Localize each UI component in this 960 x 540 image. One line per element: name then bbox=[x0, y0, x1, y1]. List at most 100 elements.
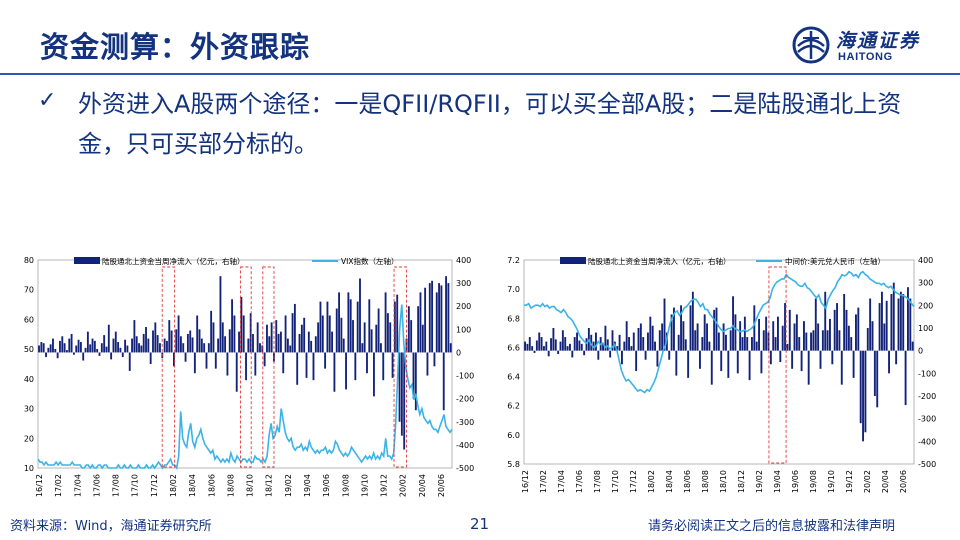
bar-60 bbox=[177, 315, 180, 353]
bar-123 bbox=[814, 298, 817, 351]
bar-124 bbox=[326, 301, 329, 353]
right-axis-tick-0: 400 bbox=[456, 256, 471, 265]
bar-159 bbox=[899, 291, 902, 351]
bar-149 bbox=[384, 292, 387, 353]
bar-126 bbox=[331, 331, 334, 353]
footer-disclaimer: 请务必阅读正文之后的信息披露和法律声明 bbox=[648, 519, 896, 534]
footer-source: 资料来源：Wind，海通证券研究所 bbox=[10, 519, 212, 534]
left-axis-tick-2: 6.8 bbox=[507, 314, 520, 323]
bar-152 bbox=[883, 323, 886, 351]
bar-161 bbox=[412, 352, 415, 399]
haitong-logo: 海通证券 HAITONG bbox=[792, 26, 942, 68]
bar-116 bbox=[798, 337, 801, 351]
bar-86 bbox=[727, 350, 730, 378]
bar-91 bbox=[739, 321, 742, 351]
legend-bar-label: 陆股通北上资金当周净流入（亿元，右轴） bbox=[102, 256, 245, 266]
bar-108 bbox=[779, 350, 782, 362]
bar-48 bbox=[149, 352, 152, 364]
bar-2 bbox=[528, 337, 531, 351]
bar-69 bbox=[687, 350, 690, 378]
right-axis-tick-7: -300 bbox=[456, 418, 474, 427]
bar-72 bbox=[205, 352, 208, 369]
bar-30 bbox=[595, 332, 597, 351]
x-axis-tick-12: 18/12 bbox=[737, 470, 746, 493]
bar-58 bbox=[661, 323, 664, 351]
logo-english-text: HAITONG bbox=[838, 51, 893, 63]
bar-164 bbox=[419, 292, 422, 353]
bar-61 bbox=[668, 350, 671, 360]
x-axis-tick-9: 18/06 bbox=[683, 470, 692, 493]
bar-83 bbox=[720, 350, 723, 372]
bar-39 bbox=[616, 346, 619, 351]
bar-25 bbox=[96, 348, 99, 353]
bar-66 bbox=[680, 305, 682, 351]
left-axis-tick-7: 10 bbox=[24, 464, 34, 473]
bar-63 bbox=[673, 307, 675, 351]
bar-130 bbox=[831, 350, 834, 365]
plot-frame bbox=[37, 259, 453, 469]
bar-128 bbox=[826, 330, 829, 351]
bar-12 bbox=[552, 328, 555, 351]
bar-53 bbox=[649, 316, 652, 351]
bar-162 bbox=[414, 352, 417, 411]
bar-137 bbox=[847, 325, 850, 351]
bar-62 bbox=[182, 343, 185, 353]
bar-83 bbox=[231, 299, 234, 353]
bar-89 bbox=[245, 352, 247, 381]
bar-8 bbox=[543, 346, 545, 351]
bar-146 bbox=[377, 308, 380, 353]
bar-119 bbox=[314, 336, 317, 353]
bar-165 bbox=[421, 324, 424, 353]
bar-11 bbox=[550, 338, 552, 351]
bar-44 bbox=[628, 337, 630, 351]
left-axis-tick-3: 50 bbox=[24, 345, 34, 354]
bar-122 bbox=[321, 315, 324, 353]
right-axis-tick-5: -100 bbox=[456, 372, 474, 381]
checkmark-icon: ✓ bbox=[38, 88, 57, 113]
x-axis-tick-3: 17/06 bbox=[92, 474, 101, 497]
page-title: 资金测算：外资跟踪 bbox=[40, 30, 311, 64]
x-axis-tick-15: 19/06 bbox=[322, 474, 331, 497]
bar-97 bbox=[263, 352, 266, 367]
bar-42 bbox=[135, 336, 138, 353]
x-axis-tick-17: 19/10 bbox=[360, 474, 369, 497]
right-axis-tick-4: 0 bbox=[918, 347, 923, 356]
left-axis-tick-0: 80 bbox=[24, 256, 34, 265]
chart-cny-northbound: 7.2 7.0 6.8 6.6 6.4 6.2 6.0 5.8 400 300 200 100 0 -10… bbox=[494, 246, 956, 498]
bar-134 bbox=[840, 350, 843, 385]
bar-175 bbox=[445, 276, 447, 353]
bar-80 bbox=[713, 309, 716, 351]
bar-0 bbox=[38, 345, 40, 353]
x-axis-tick-1: 17/02 bbox=[539, 470, 548, 493]
bar-15 bbox=[72, 352, 75, 355]
bar-100 bbox=[760, 350, 763, 374]
x-axis-tick-18: 19/12 bbox=[845, 470, 854, 493]
bar-151 bbox=[881, 291, 883, 351]
bar-74 bbox=[699, 350, 701, 369]
bar-51 bbox=[644, 350, 647, 360]
bar-148 bbox=[873, 350, 876, 396]
bar-82 bbox=[717, 332, 720, 351]
bar-125 bbox=[819, 350, 822, 369]
bar-139 bbox=[852, 350, 855, 378]
bar-45 bbox=[142, 333, 145, 353]
bar-129 bbox=[338, 292, 340, 353]
bar-72 bbox=[694, 330, 697, 351]
x-axis-tick-9: 18/06 bbox=[207, 474, 216, 497]
bar-3 bbox=[45, 352, 47, 358]
bar-55 bbox=[166, 340, 168, 353]
bar-120 bbox=[317, 322, 320, 353]
bar-85 bbox=[235, 352, 238, 392]
bar-16 bbox=[75, 345, 78, 353]
bar-112 bbox=[298, 333, 301, 353]
bar-16 bbox=[561, 330, 564, 351]
bar-123 bbox=[324, 352, 327, 369]
x-axis-tick-7: 18/02 bbox=[169, 474, 178, 497]
x-axis-tick-1: 17/02 bbox=[54, 474, 63, 497]
bar-118 bbox=[312, 352, 315, 381]
bar-5 bbox=[49, 344, 52, 353]
bar-54 bbox=[163, 338, 166, 353]
bar-56 bbox=[168, 320, 171, 353]
bar-155 bbox=[398, 352, 401, 422]
left-axis-tick-6: 6.0 bbox=[507, 431, 520, 440]
